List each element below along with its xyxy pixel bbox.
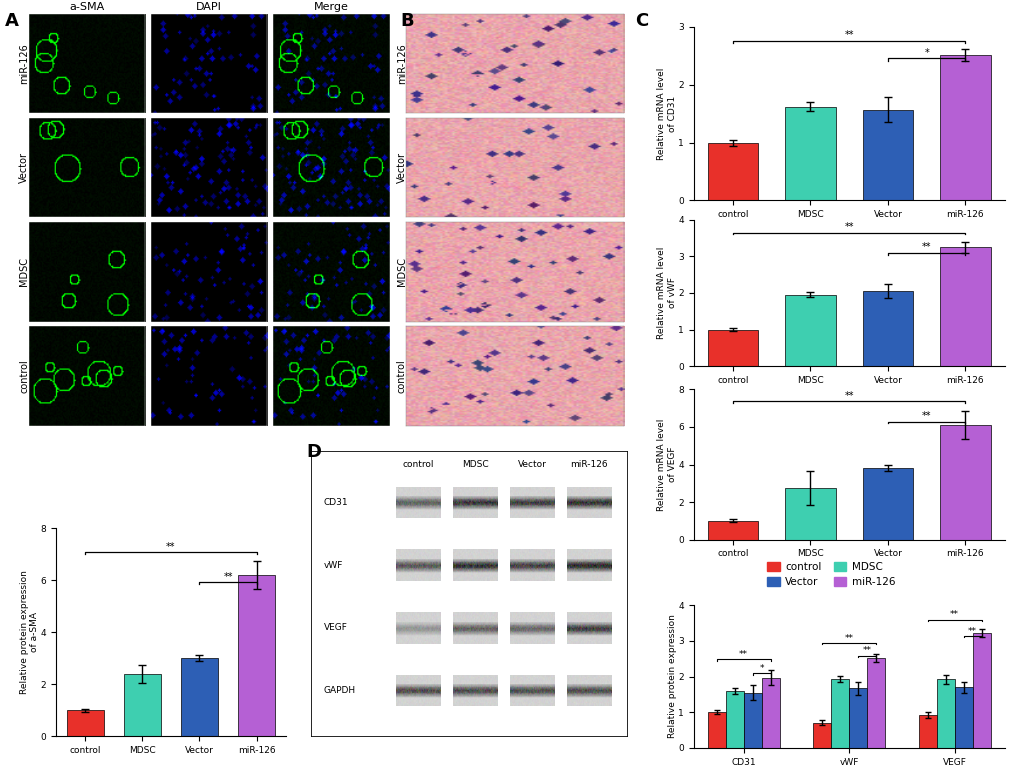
Text: **: **	[921, 242, 930, 252]
Bar	[862, 109, 912, 200]
Bar	[707, 521, 757, 540]
Bar	[940, 425, 989, 540]
Y-axis label: Relative mRNA level
of VEGF: Relative mRNA level of VEGF	[656, 419, 676, 510]
Y-axis label: Relative mRNA level
of vWF: Relative mRNA level of vWF	[656, 247, 676, 339]
Bar	[862, 291, 912, 366]
Bar	[785, 488, 835, 540]
Bar	[940, 247, 989, 366]
Bar	[954, 687, 972, 748]
Bar	[180, 658, 218, 736]
Text: **: **	[844, 634, 853, 643]
Bar	[830, 679, 849, 748]
Text: control: control	[403, 460, 434, 469]
Bar	[785, 295, 835, 366]
Y-axis label: control: control	[396, 359, 407, 392]
Bar	[862, 468, 912, 540]
Text: **: **	[223, 572, 232, 582]
Text: **: **	[921, 412, 930, 422]
Text: VEGF: VEGF	[323, 624, 347, 632]
Text: **: **	[844, 30, 853, 40]
Text: **: **	[844, 222, 853, 232]
Text: *: *	[758, 664, 763, 673]
Bar	[940, 55, 989, 200]
Y-axis label: MDSC: MDSC	[396, 258, 407, 286]
Text: *: *	[923, 48, 928, 58]
Text: **: **	[739, 650, 747, 658]
Text: D: D	[306, 443, 321, 461]
Bar	[707, 143, 757, 200]
Text: vWF: vWF	[323, 561, 342, 570]
Y-axis label: miR-126: miR-126	[396, 43, 407, 84]
Bar	[237, 575, 275, 736]
Y-axis label: MDSC: MDSC	[19, 258, 30, 286]
Bar	[785, 107, 835, 200]
Bar	[725, 691, 743, 748]
Bar	[761, 678, 779, 748]
Bar	[707, 712, 725, 748]
Bar	[66, 710, 104, 736]
Text: C: C	[635, 12, 648, 29]
Bar	[935, 679, 954, 748]
Bar	[972, 633, 989, 748]
Text: miR-126: miR-126	[570, 460, 607, 469]
Text: MDSC: MDSC	[462, 460, 488, 469]
Y-axis label: miR-126: miR-126	[19, 43, 30, 84]
Bar	[918, 715, 935, 748]
Y-axis label: control: control	[19, 359, 30, 392]
Text: **: **	[950, 611, 958, 620]
Text: B: B	[400, 12, 414, 29]
Legend: control, Vector, MDSC, miR-126: control, Vector, MDSC, miR-126	[762, 557, 899, 591]
Text: GAPDH: GAPDH	[323, 686, 356, 695]
Y-axis label: Vector: Vector	[19, 152, 30, 183]
Bar	[812, 723, 830, 748]
Text: A: A	[5, 12, 19, 29]
Title: Merge: Merge	[314, 2, 348, 12]
Bar	[123, 674, 161, 736]
Text: **: **	[844, 391, 853, 401]
Bar	[707, 330, 757, 366]
Text: Vector: Vector	[518, 460, 546, 469]
Text: **: **	[967, 627, 976, 635]
Bar	[743, 692, 761, 748]
Bar	[849, 689, 866, 748]
Text: CD31: CD31	[323, 498, 348, 507]
Text: **: **	[166, 542, 175, 552]
Y-axis label: Relative protein expression
of a-SMA: Relative protein expression of a-SMA	[19, 571, 39, 694]
Y-axis label: Vector: Vector	[396, 152, 407, 183]
Y-axis label: Relative protein expression: Relative protein expression	[667, 614, 676, 739]
Title: DAPI: DAPI	[196, 2, 222, 12]
Bar	[866, 658, 884, 748]
Text: **: **	[862, 646, 870, 655]
Title: a-SMA: a-SMA	[69, 2, 104, 12]
Y-axis label: Relative mRNA level
of CD31: Relative mRNA level of CD31	[656, 68, 676, 160]
